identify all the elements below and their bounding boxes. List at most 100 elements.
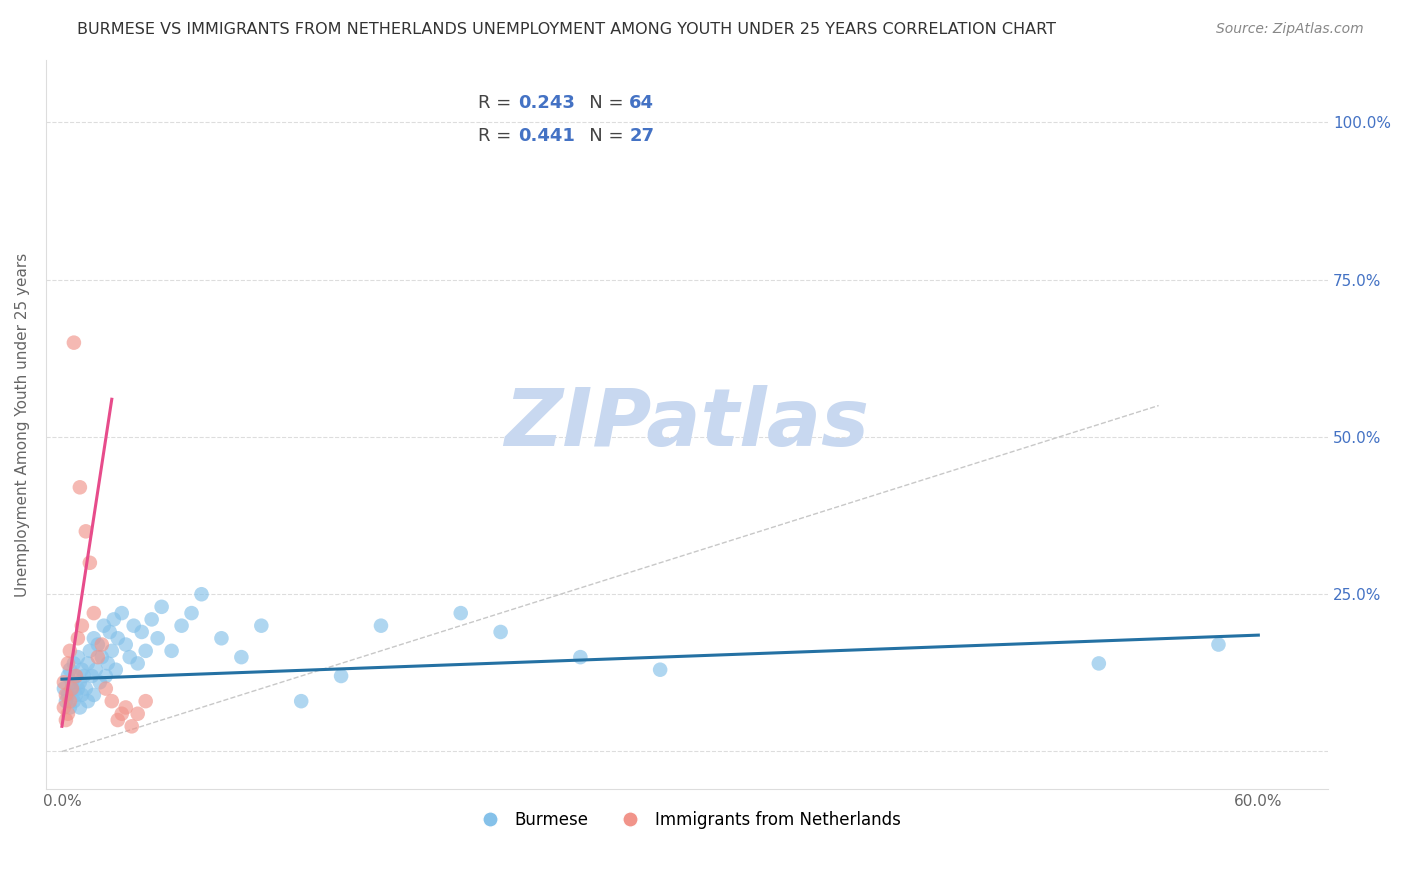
Text: R =: R = — [478, 95, 517, 112]
Point — [100, 694, 122, 708]
Point — [56, 706, 79, 721]
Point — [141, 612, 163, 626]
Point — [569, 650, 592, 665]
Point — [73, 669, 96, 683]
Text: BURMESE VS IMMIGRANTS FROM NETHERLANDS UNEMPLOYMENT AMONG YOUTH UNDER 25 YEARS C: BURMESE VS IMMIGRANTS FROM NETHERLANDS U… — [77, 22, 1056, 37]
Point — [180, 606, 202, 620]
Point — [93, 618, 115, 632]
Point — [63, 657, 86, 671]
Point — [135, 694, 157, 708]
Point — [489, 624, 512, 639]
Point — [100, 644, 122, 658]
Point — [97, 657, 120, 671]
Point — [250, 618, 273, 632]
Point — [84, 663, 107, 677]
Point — [69, 480, 91, 494]
Point — [52, 700, 75, 714]
Point — [70, 688, 93, 702]
Point — [70, 663, 93, 677]
Legend: Burmese, Immigrants from Netherlands: Burmese, Immigrants from Netherlands — [467, 805, 908, 836]
Point — [52, 675, 75, 690]
Point — [55, 694, 77, 708]
Point — [63, 335, 86, 350]
Point — [59, 700, 82, 714]
Point — [56, 669, 79, 683]
Point — [146, 632, 169, 646]
Point — [135, 644, 157, 658]
Y-axis label: Unemployment Among Youth under 25 years: Unemployment Among Youth under 25 years — [15, 252, 30, 597]
Point — [104, 663, 127, 677]
Text: 27: 27 — [630, 128, 654, 145]
Point — [111, 706, 134, 721]
Point — [55, 688, 77, 702]
Point — [79, 644, 101, 658]
Point — [211, 632, 233, 646]
Point — [231, 650, 253, 665]
Point — [65, 669, 87, 683]
Point — [56, 688, 79, 702]
Point — [131, 624, 153, 639]
Point — [94, 681, 117, 696]
Point — [83, 606, 105, 620]
Text: 0.243: 0.243 — [517, 95, 575, 112]
Point — [59, 694, 82, 708]
Point — [60, 681, 83, 696]
Point — [89, 675, 111, 690]
Text: ZIPatlas: ZIPatlas — [505, 385, 869, 464]
Point — [69, 700, 91, 714]
Point — [98, 624, 121, 639]
Text: N =: N = — [572, 95, 628, 112]
Point — [90, 650, 112, 665]
Point — [83, 632, 105, 646]
Point — [63, 694, 86, 708]
Point — [111, 606, 134, 620]
Point — [118, 650, 141, 665]
Point — [94, 669, 117, 683]
Point — [1208, 638, 1230, 652]
Point — [66, 632, 89, 646]
Point — [59, 663, 82, 677]
Point — [65, 688, 87, 702]
Text: N =: N = — [572, 128, 628, 145]
Point — [52, 681, 75, 696]
Point — [650, 663, 672, 677]
Point — [65, 669, 87, 683]
Point — [127, 706, 149, 721]
Point — [76, 657, 98, 671]
Point — [290, 694, 312, 708]
Point — [121, 719, 143, 733]
Point — [450, 606, 472, 620]
Point — [1088, 657, 1111, 671]
Point — [60, 675, 83, 690]
Text: 64: 64 — [630, 95, 654, 112]
Point — [83, 688, 105, 702]
Point — [87, 650, 110, 665]
Point — [80, 669, 103, 683]
Point — [75, 681, 97, 696]
Point — [66, 650, 89, 665]
Point — [59, 644, 82, 658]
Point — [370, 618, 392, 632]
Point — [114, 700, 136, 714]
Point — [56, 657, 79, 671]
Text: 0.441: 0.441 — [517, 128, 575, 145]
Point — [170, 618, 193, 632]
Point — [60, 681, 83, 696]
Point — [160, 644, 183, 658]
Point — [75, 524, 97, 539]
Point — [127, 657, 149, 671]
Point — [87, 638, 110, 652]
Point — [69, 675, 91, 690]
Text: Source: ZipAtlas.com: Source: ZipAtlas.com — [1216, 22, 1364, 37]
Point — [122, 618, 145, 632]
Point — [70, 618, 93, 632]
Point — [66, 681, 89, 696]
Point — [90, 638, 112, 652]
Point — [76, 694, 98, 708]
Point — [150, 599, 173, 614]
Point — [190, 587, 212, 601]
Point — [114, 638, 136, 652]
Point — [107, 713, 129, 727]
Point — [103, 612, 125, 626]
Point — [107, 632, 129, 646]
